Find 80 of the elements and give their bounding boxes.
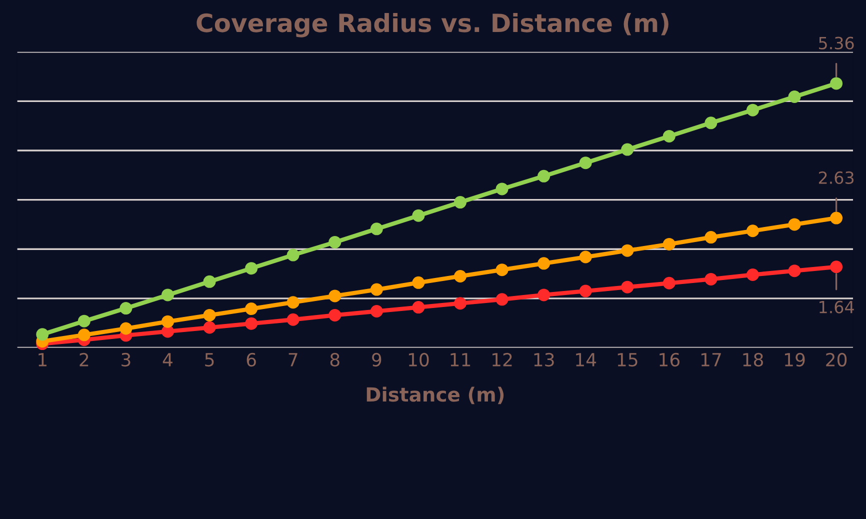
- point: [120, 322, 132, 335]
- chart-title: Coverage Radius vs. Distance (m): [196, 12, 668, 38]
- point: [579, 250, 592, 264]
- point: [328, 290, 342, 302]
- point: [662, 276, 676, 290]
- x-tick-label: 10: [408, 352, 429, 367]
- point: [621, 143, 634, 156]
- point: [496, 182, 508, 196]
- point: [78, 328, 90, 342]
- point: [538, 170, 550, 182]
- point: [328, 236, 342, 248]
- x-tick-label: 3: [122, 352, 130, 367]
- point: [161, 315, 174, 328]
- x-tick-label: 15: [618, 353, 638, 367]
- data-label: 5.36: [819, 36, 854, 50]
- point: [161, 288, 174, 302]
- point: [538, 288, 550, 302]
- point: [454, 297, 466, 310]
- x-tick-label: 6: [246, 352, 256, 367]
- point: [538, 257, 550, 270]
- point: [746, 104, 759, 116]
- point: [621, 244, 634, 257]
- point: [412, 301, 425, 314]
- x-tick-label: 12: [492, 352, 512, 366]
- point: [496, 264, 508, 276]
- point: [78, 314, 90, 328]
- point: [120, 302, 132, 315]
- point: [704, 231, 718, 244]
- point: [412, 209, 425, 222]
- data-label: 2.63: [818, 171, 854, 184]
- x-tick-label: 20: [826, 352, 847, 367]
- x-tick-label: 2: [80, 352, 88, 366]
- point: [286, 248, 300, 262]
- point: [579, 284, 592, 298]
- data-label: 1.64: [820, 300, 854, 314]
- point: [370, 222, 383, 236]
- point: [454, 270, 466, 282]
- point: [286, 296, 300, 309]
- x-tick-label: 11: [450, 353, 470, 366]
- point: [412, 276, 425, 289]
- x-tick-label: 1: [38, 353, 46, 366]
- point: [830, 212, 843, 224]
- point: [662, 238, 676, 250]
- point: [370, 283, 383, 296]
- x-tick-label: 13: [534, 352, 554, 367]
- x-tick-label: 9: [372, 352, 382, 367]
- point: [704, 116, 718, 130]
- point: [746, 268, 759, 282]
- point: [36, 328, 49, 341]
- point: [245, 262, 258, 275]
- point: [579, 156, 592, 170]
- point: [621, 280, 634, 294]
- point: [496, 293, 508, 306]
- x-tick-label: 18: [743, 352, 763, 367]
- point: [203, 275, 216, 288]
- point: [788, 218, 801, 231]
- x-tick-label: 17: [701, 353, 721, 366]
- point: [245, 302, 258, 316]
- x-tick-label: 5: [205, 353, 214, 367]
- point: [454, 196, 466, 209]
- point: [370, 304, 383, 318]
- point: [830, 260, 843, 274]
- x-tick-label: 16: [660, 352, 680, 367]
- point: [328, 308, 342, 322]
- x-tick-label: 19: [785, 352, 805, 367]
- x-tick-label: 4: [162, 353, 172, 366]
- point: [286, 313, 300, 326]
- x-tick-label: 8: [330, 352, 340, 367]
- x-tick-label: 14: [576, 353, 596, 366]
- point: [746, 224, 759, 238]
- point: [203, 321, 216, 334]
- point: [788, 264, 801, 278]
- point: [662, 130, 676, 142]
- point: [245, 317, 258, 330]
- point: [704, 272, 718, 286]
- point: [788, 90, 801, 104]
- point: [830, 77, 843, 90]
- x-axis-title: Distance (m): [366, 386, 504, 404]
- x-tick-label: 7: [288, 353, 298, 366]
- point: [203, 308, 216, 322]
